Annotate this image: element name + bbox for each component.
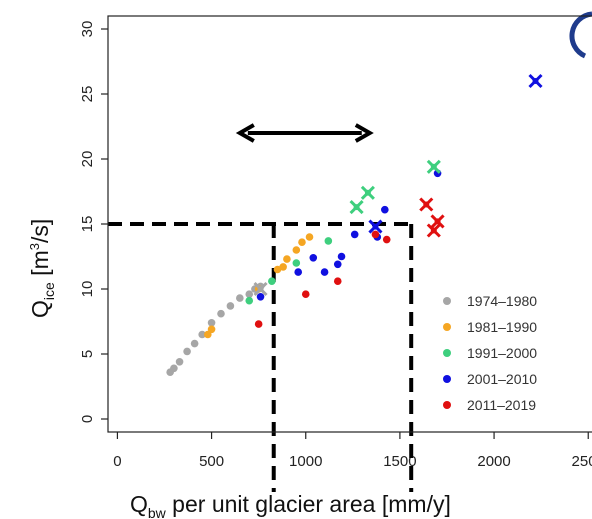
data-point <box>198 330 206 339</box>
data-point <box>226 302 235 310</box>
data-point <box>245 290 254 299</box>
x-tick-label: 1500 <box>383 453 416 470</box>
data-point <box>305 233 314 241</box>
cross-marker-center <box>423 201 430 208</box>
cross-marker-center <box>353 204 360 211</box>
cross-marker-center <box>532 78 539 84</box>
data-point <box>292 246 301 254</box>
x-tick-label: 1000 <box>289 453 322 470</box>
legend-marker <box>443 297 451 305</box>
data-point <box>245 296 254 305</box>
x-tick-label: 2000 <box>477 453 510 470</box>
data-point <box>371 230 380 239</box>
cross-marker <box>349 200 364 215</box>
data-point <box>283 255 291 263</box>
data-point <box>175 358 184 366</box>
legend: 1974–1980 1981–1990 1991–2000 2001–2010 2011… <box>443 293 537 413</box>
data-point <box>207 325 216 334</box>
data-point <box>254 320 263 328</box>
data-point <box>294 268 303 276</box>
data-point <box>350 230 359 239</box>
data-point <box>333 260 342 269</box>
y-tick-label: 20 <box>79 151 96 168</box>
data-point <box>268 277 276 286</box>
cross-marker-center <box>372 223 379 230</box>
legend-label: 1991–2000 <box>467 345 537 361</box>
x-tick-label: 2500 <box>572 453 592 470</box>
axis-ticks: 0 500 1000 1500 2000 2500 0 5 10 15 20 25 30 <box>79 21 592 470</box>
data-point <box>190 339 199 348</box>
double-arrow-right-head <box>354 123 374 143</box>
data-point <box>333 277 342 286</box>
data-point <box>236 294 244 302</box>
data-point <box>382 235 391 244</box>
y-tick-label: 30 <box>79 21 96 38</box>
cross-marker <box>368 219 383 234</box>
x-axis-title: Qbw per unit glacier area [mm/y] <box>130 491 451 519</box>
data-point <box>292 259 301 267</box>
legend-marker <box>443 401 451 409</box>
y-tick-label: 15 <box>79 216 96 233</box>
cross-marker-center <box>434 218 441 225</box>
y-tick-label: 0 <box>79 415 96 423</box>
cross-marker <box>426 159 441 174</box>
data-point <box>298 238 306 246</box>
plot-frame <box>107 15 592 433</box>
data-point <box>324 237 333 245</box>
double-arrow-left-head <box>235 123 255 143</box>
data-point <box>279 263 287 271</box>
cross-marker <box>253 281 268 297</box>
y-axis-title: Qice [m3/s] <box>27 219 57 318</box>
partial-circle-decoration <box>569 11 592 59</box>
data-point <box>337 252 346 261</box>
legend-label: 2001–2010 <box>467 371 537 387</box>
legend-label: 2011–2019 <box>467 397 536 413</box>
cross-marker <box>419 197 434 212</box>
data-point <box>217 309 225 318</box>
cross-marker-center <box>430 163 437 170</box>
data-point <box>273 265 282 274</box>
cross-marker <box>426 223 441 238</box>
legend-label: 1974–1980 <box>467 293 537 309</box>
cross-marker-center <box>257 286 264 292</box>
cross-marker <box>528 73 543 89</box>
data-points <box>166 73 543 377</box>
data-point <box>170 364 178 373</box>
cross-marker-center <box>430 227 437 234</box>
legend-marker <box>443 375 451 383</box>
cross-marker <box>430 214 445 229</box>
legend-marker <box>443 323 451 331</box>
x-tick-label: 500 <box>199 453 224 470</box>
legend-label: 1981–1990 <box>467 319 537 335</box>
data-point <box>309 253 318 262</box>
data-point <box>256 293 265 301</box>
legend-marker <box>443 349 451 357</box>
y-tick-label: 10 <box>79 281 96 298</box>
x-tick-label: 0 <box>113 453 121 470</box>
data-point <box>183 347 191 356</box>
y-tick-label: 25 <box>79 86 96 103</box>
data-point <box>301 290 310 299</box>
data-point <box>381 205 389 214</box>
cross-marker <box>360 185 375 200</box>
data-point <box>207 319 216 327</box>
y-tick-label: 5 <box>79 350 96 358</box>
annotations <box>108 123 414 492</box>
cross-marker-center <box>364 189 371 196</box>
data-point <box>320 268 329 276</box>
